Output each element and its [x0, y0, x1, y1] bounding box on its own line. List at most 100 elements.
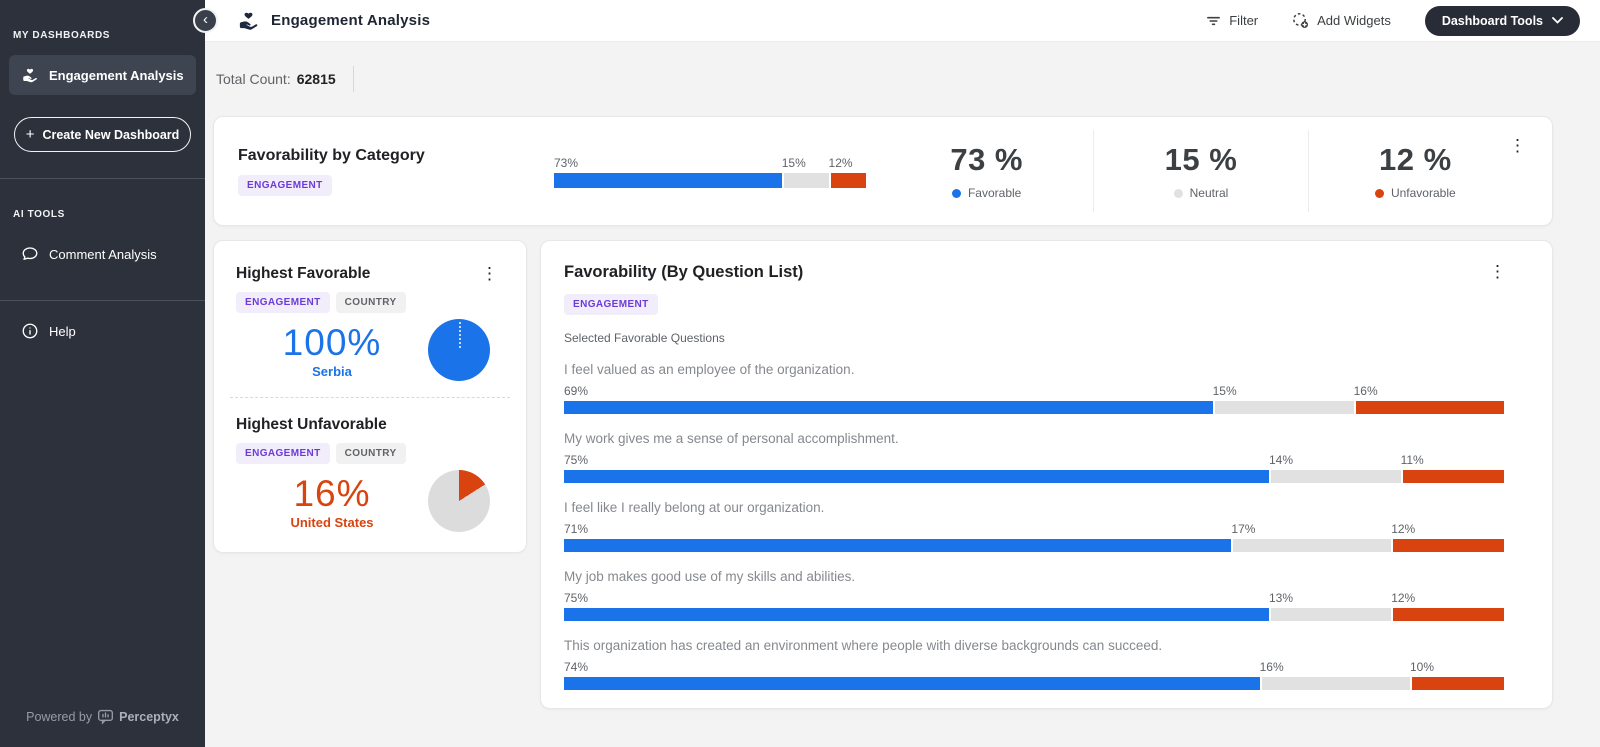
unfavorable-bar-segment — [1400, 470, 1504, 483]
question-bar-labels: 74% 16% 10% — [564, 660, 1504, 677]
filter-button[interactable]: Filter — [1206, 13, 1258, 28]
dashboard-tools-button[interactable]: Dashboard Tools — [1424, 5, 1580, 36]
unfavorable-percent-label: 10% — [1410, 660, 1435, 674]
favorable-stat-label: Favorable — [951, 186, 1022, 200]
highest-unfavorable-section: Highest Unfavorable ENGAGEMENT COUNTRY 1… — [236, 416, 504, 532]
category-bar — [554, 173, 866, 188]
pie-needle — [459, 322, 461, 348]
question-card-tags: ENGAGEMENT — [564, 294, 1504, 315]
unfavorable-bar-segment — [1353, 401, 1504, 414]
question-bar — [564, 677, 1504, 690]
country-tag: COUNTRY — [335, 443, 406, 464]
highest-unfavorable-tags: ENGAGEMENT COUNTRY — [236, 443, 504, 464]
powered-by-footer: Powered by Perceptyx — [0, 708, 205, 747]
question-text: This organization has created an environ… — [564, 638, 1163, 653]
total-count-bar: Total Count: 62815 — [205, 42, 1600, 116]
highest-favorable-value-block: 100% Serbia — [236, 322, 428, 379]
unfavorable-stat-label: Unfavorable — [1374, 186, 1456, 200]
question-bar — [564, 401, 1504, 414]
favorable-pie-chart — [428, 319, 490, 381]
more-options-button[interactable]: ⋮ — [1505, 135, 1530, 156]
neutral-bar-segment — [1259, 677, 1410, 690]
highest-unfavorable-country: United States — [290, 514, 374, 530]
question-bar-labels: 69% 15% 16% — [564, 384, 1504, 401]
question-bar-labels: 75% 13% 12% — [564, 591, 1504, 608]
neutral-dot-icon — [1173, 188, 1183, 198]
question-card-title: Favorability (By Question List) — [564, 263, 804, 281]
main-area: Engagement Analysis Filter Add Widgets — [205, 0, 1600, 747]
sidebar-item-engagement-analysis[interactable]: Engagement Analysis — [9, 55, 196, 95]
unfavorable-bar-segment — [828, 173, 866, 188]
favorable-percent-label: 75% — [564, 453, 589, 467]
category-stacked-bar: 73% 15% 12% — [554, 156, 866, 188]
question-row: My job makes good use of my skills and a… — [564, 569, 1504, 621]
favorable-bar-segment — [564, 539, 1232, 552]
category-stats: 73 % Favorable 15 % Neutral — [880, 117, 1522, 225]
add-widget-icon — [1293, 13, 1309, 28]
create-new-dashboard-label: Create New Dashboard — [42, 127, 180, 142]
total-count-value: 62815 — [296, 71, 336, 87]
dashboard-content: Favorability by Category ENGAGEMENT 73% 1… — [205, 116, 1600, 747]
unfavorable-dot-icon — [1374, 188, 1384, 198]
perceptyx-logo-icon — [97, 708, 114, 725]
neutral-percent-label: 15% — [1212, 384, 1237, 398]
neutral-stat-text: Neutral — [1189, 186, 1229, 200]
total-count-label: Total Count: — [216, 71, 291, 87]
unfavorable-bar-segment — [1409, 677, 1504, 690]
favorable-bar-segment — [554, 173, 782, 188]
unfavorable-percent-label: 16% — [1353, 384, 1378, 398]
dashboard-tools-label: Dashboard Tools — [1441, 13, 1543, 28]
unfavorable-percent-label: 12% — [1391, 522, 1416, 536]
neutral-percent-label: 14% — [1269, 453, 1294, 467]
neutral-percent-label: 15% — [781, 156, 806, 170]
top-header: Engagement Analysis Filter Add Widgets — [205, 0, 1600, 42]
neutral-bar-segment — [1269, 470, 1401, 483]
more-options-button[interactable]: ⋮ — [477, 263, 502, 284]
comment-icon — [21, 245, 39, 263]
engagement-tag: ENGAGEMENT — [236, 443, 330, 464]
neutral-percent-label: 16% — [1259, 660, 1284, 674]
category-card-title: Favorability by Category — [238, 146, 425, 164]
question-text: My job makes good use of my skills and a… — [564, 569, 856, 584]
highest-favorable-section: Highest Favorable ENGAGEMENT COUNTRY 100… — [236, 265, 504, 381]
add-widgets-button[interactable]: Add Widgets — [1292, 12, 1391, 29]
unfavorable-stat-text: Unfavorable — [1390, 186, 1456, 200]
unfavorable-bar-segment — [1391, 539, 1504, 552]
filter-label: Filter — [1229, 13, 1259, 28]
highest-favorable-country: Serbia — [312, 363, 352, 379]
question-text: My work gives me a sense of personal acc… — [564, 431, 899, 446]
add-widgets-label: Add Widgets — [1317, 13, 1391, 28]
favorable-percent-label: 69% — [564, 384, 589, 398]
back-chevron-icon: ‹ — [203, 11, 208, 28]
sidebar-collapse-button[interactable]: ‹ — [193, 8, 218, 33]
sidebar-divider — [0, 178, 205, 179]
category-card-header: Favorability by Category ENGAGEMENT — [238, 147, 554, 196]
neutral-stat-value: 15 % — [1164, 142, 1238, 177]
ai-tools-section-label: AI TOOLS — [13, 209, 65, 220]
favorable-stat-text: Favorable — [967, 186, 1022, 200]
sidebar-item-help[interactable]: Help — [9, 311, 196, 351]
highest-favorable-title: Highest Favorable — [236, 265, 371, 282]
question-text: I feel valued as an employee of the orga… — [564, 362, 855, 377]
dashed-divider — [230, 397, 510, 398]
create-new-dashboard-button[interactable]: + Create New Dashboard — [14, 117, 191, 152]
sidebar-item-label: Engagement Analysis — [49, 67, 184, 83]
favorable-stat: 73 % Favorable — [880, 130, 1093, 212]
question-stacked-bar: 71% 17% 12% — [564, 522, 1504, 552]
question-list: I feel valued as an employee of the orga… — [564, 362, 1504, 690]
engagement-tag: ENGAGEMENT — [564, 294, 658, 315]
country-tag: COUNTRY — [335, 292, 406, 313]
favorable-percent-label: 74% — [564, 660, 589, 674]
more-options-button[interactable]: ⋮ — [1485, 261, 1510, 282]
highest-favorable-unfavorable-card: Highest Favorable ENGAGEMENT COUNTRY 100… — [213, 240, 527, 553]
question-stacked-bar: 75% 13% 12% — [564, 591, 1504, 621]
favorable-stat-value: 73 % — [950, 142, 1023, 177]
unfavorable-bar-segment — [1391, 608, 1504, 621]
highest-unfavorable-value: 16% — [293, 472, 371, 514]
favorable-bar-segment — [564, 677, 1260, 690]
favorable-bar-segment — [564, 608, 1269, 621]
neutral-percent-label: 17% — [1231, 522, 1256, 536]
sidebar-divider — [0, 300, 205, 301]
sidebar-item-comment-analysis[interactable]: Comment Analysis — [9, 234, 196, 274]
